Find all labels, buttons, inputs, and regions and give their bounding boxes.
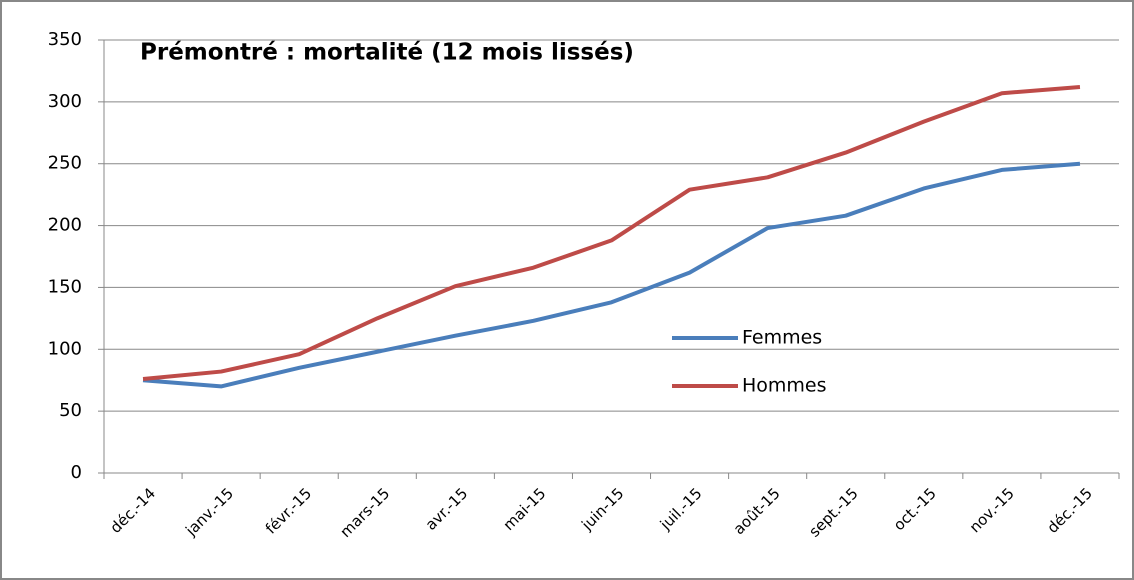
legend-label: Femmes bbox=[742, 327, 822, 349]
line-series bbox=[142, 85, 1081, 381]
y-tick-label: 150 bbox=[48, 276, 82, 297]
line-series bbox=[142, 161, 1081, 389]
y-tick-label: 250 bbox=[48, 153, 82, 174]
y-tick-label: 0 bbox=[71, 462, 82, 483]
y-tick-label: 100 bbox=[48, 338, 82, 359]
y-tick-label: 300 bbox=[48, 91, 82, 112]
legend-label: Hommes bbox=[742, 375, 827, 397]
y-tick-label: 350 bbox=[48, 29, 82, 50]
y-tick-label: 200 bbox=[48, 215, 82, 236]
y-tick-label: 50 bbox=[59, 400, 82, 421]
chart-title: Prémontré : mortalité (12 mois lissés) bbox=[140, 40, 634, 66]
